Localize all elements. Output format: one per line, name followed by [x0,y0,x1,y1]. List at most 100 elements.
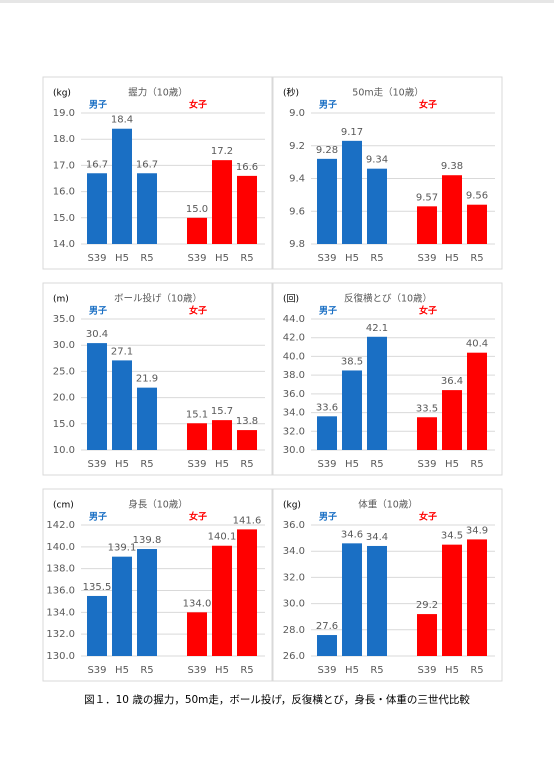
value-label: 15.1 [186,409,208,420]
bar [317,416,337,450]
legend-label: 男子 [89,100,107,111]
bar [317,158,337,244]
y-tick-label: 26.0 [283,651,305,662]
value-label: 29.2 [416,600,438,611]
chart-title: 身長（10歳） [128,499,188,511]
bar [112,360,132,450]
legend-label: 男子 [89,512,107,523]
x-tick-label: S39 [317,459,336,470]
x-tick-label: H5 [215,253,229,264]
y-tick-label: 9.6 [289,206,305,217]
unit-label: (kg) [53,89,71,99]
value-label: 36.4 [441,376,463,387]
x-tick-label: S39 [417,459,436,470]
figure-caption: 図１．10 歳の握力，50m走，ボール投げ，反復横とび，身長・体重の三世代比較 [84,693,470,706]
y-tick-label: 36.0 [283,520,305,531]
value-label: 34.4 [366,532,388,543]
bar [187,612,207,656]
bar [442,390,462,450]
panel [272,76,503,270]
x-tick-label: R5 [140,459,153,470]
bar [87,173,107,244]
value-label: 40.4 [466,339,488,350]
legend-label: 女子 [419,511,437,523]
y-tick-label: 38.0 [283,370,305,381]
legend-label: 男子 [319,512,337,523]
unit-label: (秒) [283,87,299,99]
value-label: 13.8 [236,416,258,427]
x-tick-label: H5 [345,253,359,264]
x-tick-label: S39 [417,665,436,676]
legend-label: 女子 [419,305,437,317]
x-tick-label: S39 [417,253,436,264]
x-tick-label: S39 [187,253,206,264]
y-tick-label: 140.0 [46,542,75,553]
y-tick-label: 15.0 [53,419,75,430]
legend-label: 女子 [189,305,207,317]
value-label: 27.1 [111,346,133,357]
unit-label: (cm) [53,501,74,511]
y-tick-label: 9.4 [289,174,305,185]
x-tick-label: R5 [370,253,383,264]
bar [467,204,487,244]
y-tick-label: 32.0 [283,426,305,437]
bar [417,206,437,244]
bar [237,430,257,450]
value-label: 33.6 [316,402,338,413]
legend-label: 男子 [319,100,337,111]
unit-label: (回) [283,294,299,305]
legend-label: 女子 [189,511,207,523]
bar [417,614,437,656]
x-tick-label: H5 [445,459,459,470]
value-label: 9.57 [416,192,438,203]
x-tick-label: H5 [215,665,229,676]
x-tick-label: H5 [115,459,129,470]
x-tick-label: R5 [470,253,483,264]
bar [367,336,387,450]
top-strip [0,0,554,3]
y-tick-label: 30.0 [283,445,305,456]
x-tick-label: R5 [240,665,253,676]
y-tick-label: 36.0 [283,389,305,400]
value-label: 15.7 [211,406,233,417]
bar [367,168,387,244]
value-label: 34.5 [441,531,463,542]
legend-label: 女子 [419,99,437,111]
bar [342,140,362,244]
value-label: 30.4 [86,329,108,340]
y-tick-label: 30.0 [283,599,305,610]
x-tick-label: R5 [140,665,153,676]
bar [112,128,132,244]
x-tick-label: H5 [445,665,459,676]
bar [212,420,232,450]
x-tick-label: S39 [87,665,106,676]
y-tick-label: 30.0 [53,340,75,351]
value-label: 34.6 [341,529,363,540]
y-tick-label: 136.0 [46,586,75,597]
y-tick-label: 44.0 [283,314,305,325]
bar [87,595,107,656]
bar [137,549,157,656]
value-label: 9.56 [466,191,488,202]
legend-label: 男子 [89,306,107,317]
y-tick-label: 134.0 [46,607,75,618]
legend-label: 女子 [189,99,207,111]
bar [467,539,487,656]
y-tick-label: 32.0 [283,572,305,583]
bar [137,173,157,244]
value-label: 139.8 [133,535,162,546]
y-tick-label: 20.0 [53,393,75,404]
y-tick-label: 25.0 [53,366,75,377]
value-label: 9.28 [316,145,338,156]
x-tick-label: R5 [470,459,483,470]
x-tick-label: H5 [345,459,359,470]
chart-title: 握力（10歳） [128,87,188,99]
bar [417,417,437,450]
x-tick-label: S39 [317,665,336,676]
y-tick-label: 17.0 [53,160,75,171]
chart-title: ボール投げ（10歳） [114,293,202,305]
y-tick-label: 132.0 [46,629,75,640]
bar [367,545,387,656]
x-tick-label: H5 [115,253,129,264]
x-tick-label: S39 [317,253,336,264]
